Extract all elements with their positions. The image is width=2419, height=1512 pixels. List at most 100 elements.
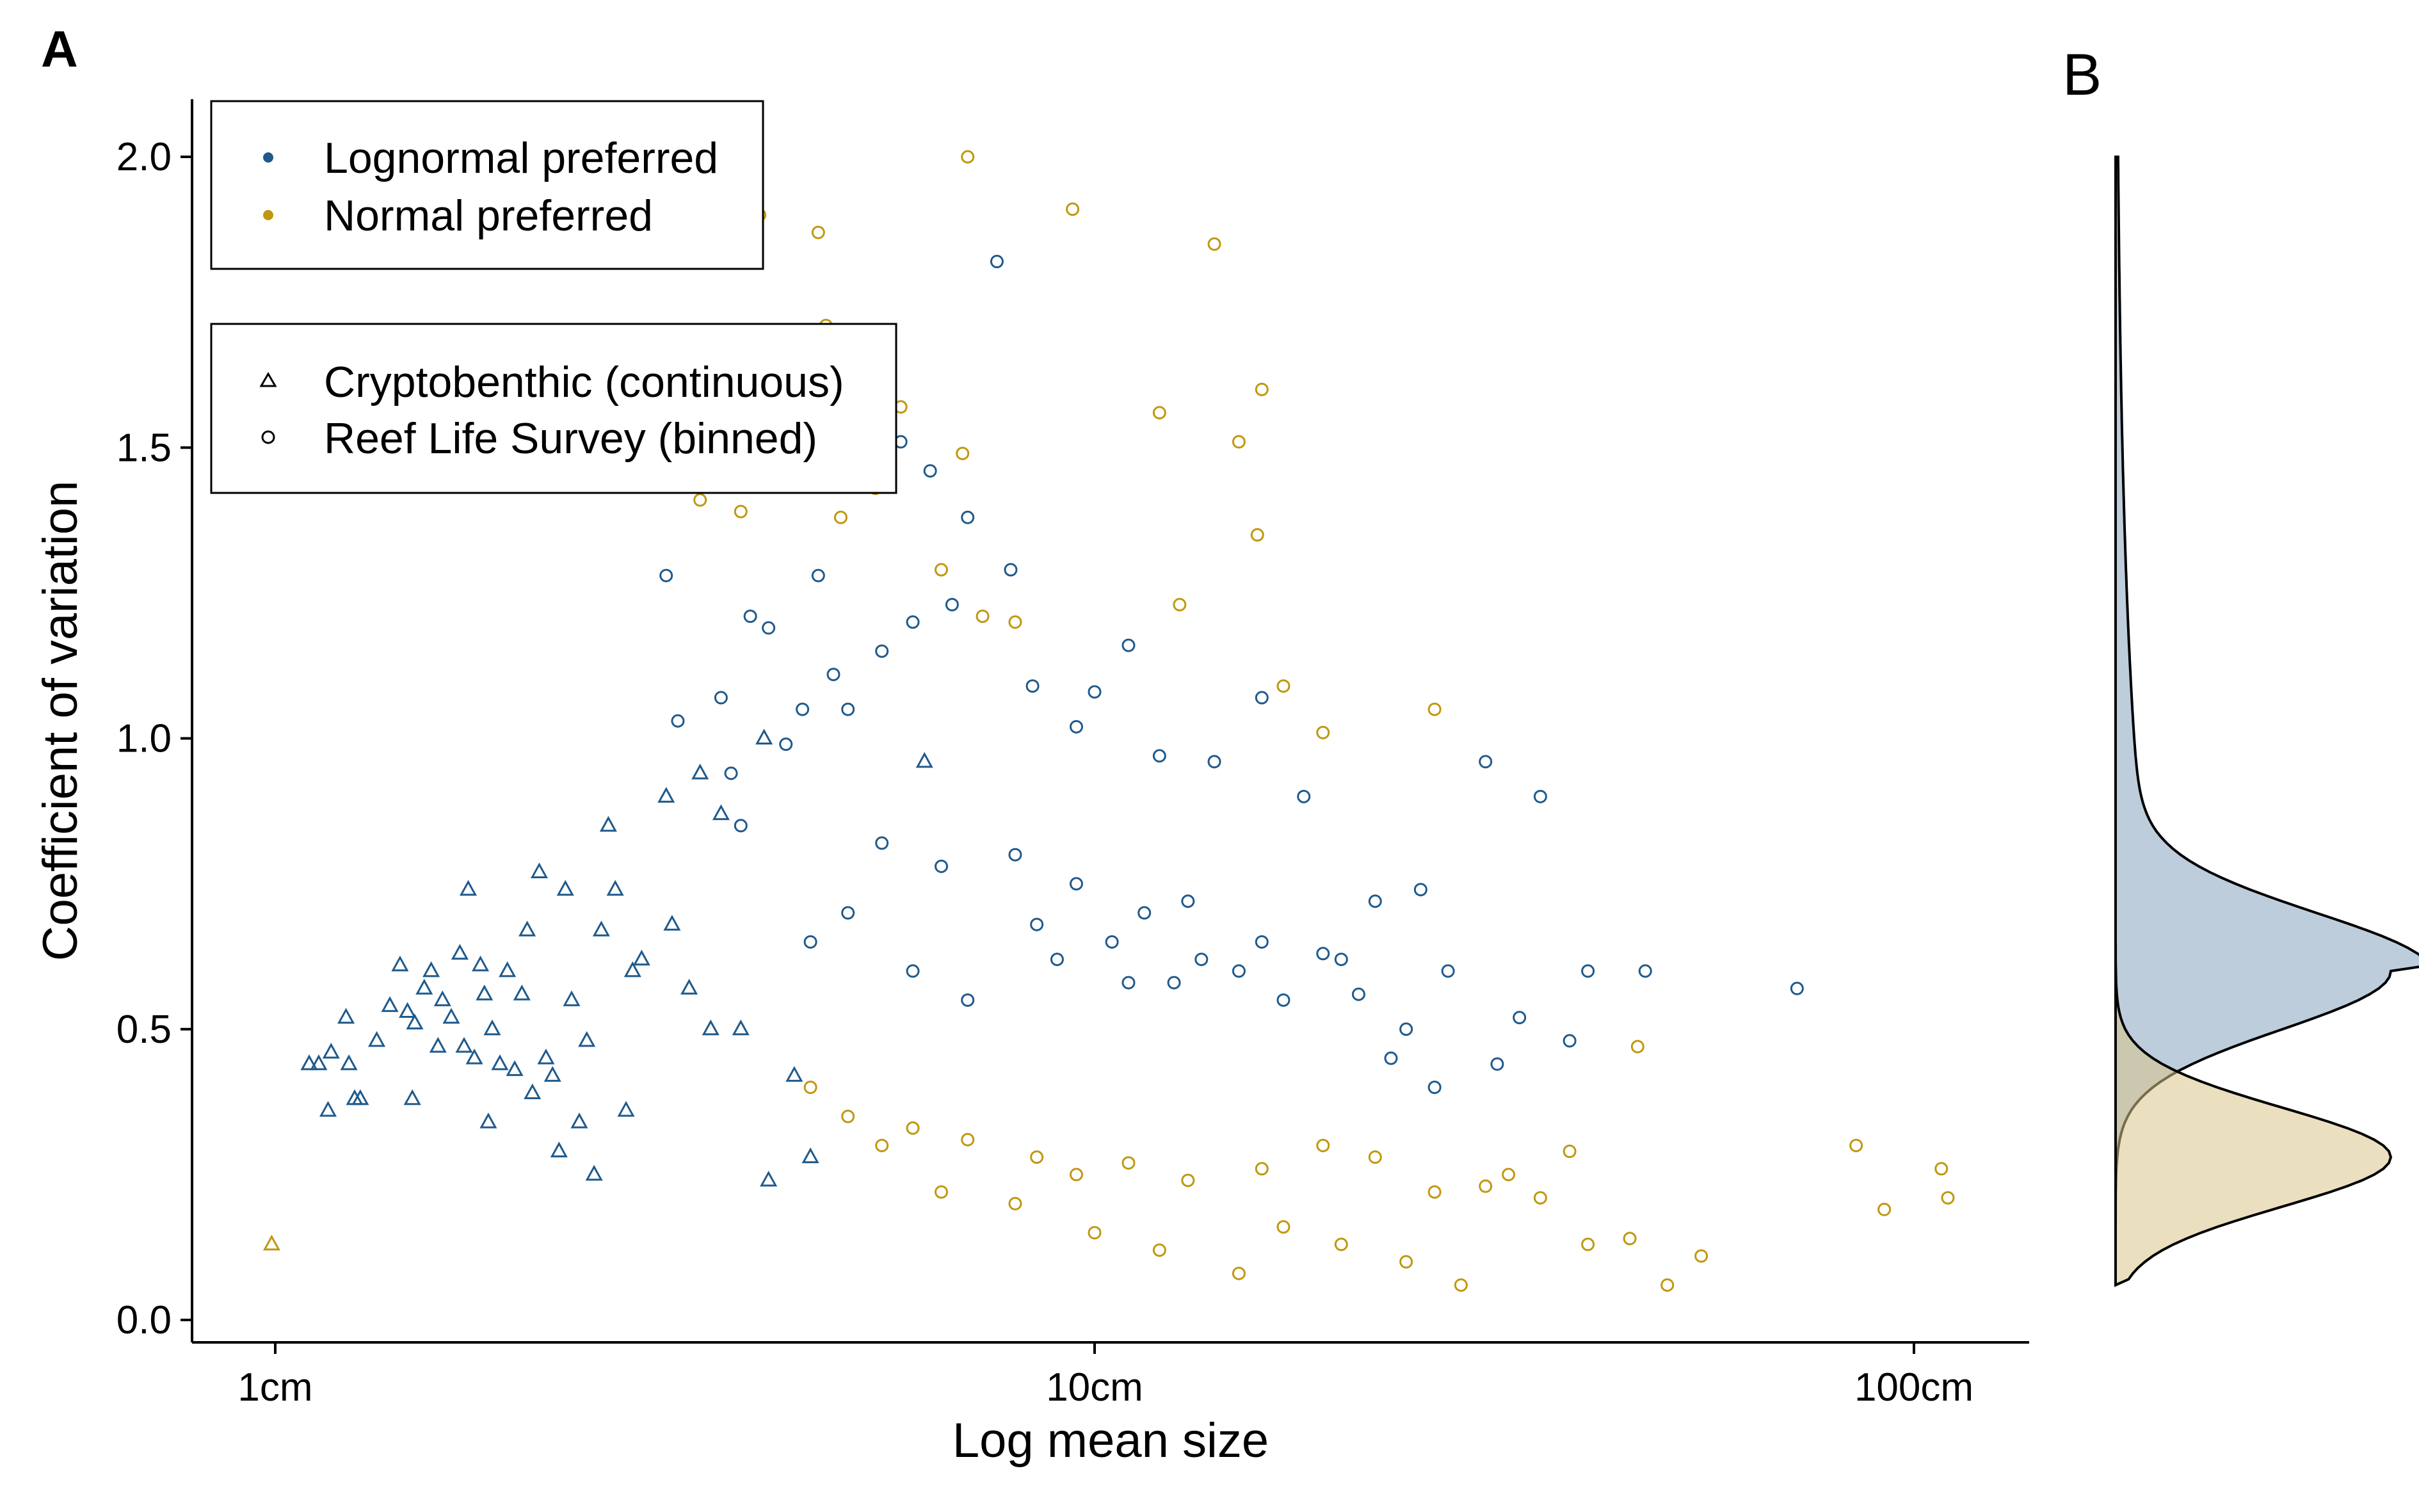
- data-point-circle: [1030, 917, 1044, 931]
- data-point-circle: [1025, 679, 1040, 693]
- data-point-circle: [1255, 935, 1269, 949]
- data-point-triangle: [663, 915, 681, 931]
- data-point-triangle: [300, 1054, 318, 1070]
- x-axis-title: Log mean size: [952, 1413, 1269, 1468]
- data-point-triangle: [483, 1019, 501, 1036]
- data-point-circle: [1513, 1011, 1527, 1025]
- data-point-circle: [906, 1121, 920, 1135]
- data-point-triangle: [617, 1100, 635, 1117]
- data-point-triangle: [578, 1031, 596, 1047]
- data-point-triangle: [403, 1089, 421, 1106]
- data-point-circle: [762, 621, 776, 635]
- data-point-triangle: [262, 1234, 280, 1251]
- data-point-circle: [1030, 1150, 1044, 1164]
- data-point-circle: [1351, 987, 1365, 1001]
- legend-color: Lognormal preferred Normal preferred: [210, 100, 764, 270]
- data-point-triangle: [499, 961, 517, 977]
- data-point-triangle: [506, 1060, 524, 1076]
- data-point-circle: [659, 568, 673, 583]
- legend-lognormal-key: [263, 152, 273, 163]
- data-point-circle: [1276, 679, 1290, 693]
- data-point-triangle: [657, 787, 675, 803]
- legend-circle-key: [261, 430, 275, 444]
- data-point-circle: [1194, 953, 1209, 967]
- data-point-circle: [826, 668, 840, 682]
- data-point-triangle: [391, 955, 409, 972]
- data-point-circle: [1334, 1237, 1348, 1251]
- data-point-circle: [1008, 848, 1022, 862]
- data-point-circle: [1399, 1255, 1413, 1269]
- data-point-circle: [961, 150, 975, 164]
- data-point-triangle: [472, 955, 490, 972]
- data-point-circle: [1368, 894, 1382, 908]
- data-point-triangle: [524, 1083, 542, 1100]
- panel-b-label: B: [2062, 42, 2102, 108]
- y-tick-label: 2.0: [117, 135, 172, 179]
- data-point-triangle: [606, 880, 624, 896]
- data-point-circle: [961, 993, 975, 1007]
- legend-normal-key: [263, 210, 273, 220]
- data-point-triangle: [429, 1036, 447, 1053]
- data-point-circle: [923, 464, 937, 478]
- data-point-triangle: [702, 1019, 719, 1036]
- density-plot: [2114, 156, 2419, 1287]
- data-point-circle: [1581, 964, 1595, 978]
- data-point-circle: [1250, 528, 1264, 542]
- data-point-circle: [1167, 976, 1181, 990]
- data-point-circle: [1152, 749, 1166, 763]
- data-point-triangle: [623, 961, 641, 977]
- y-tick-label: 1.5: [117, 426, 172, 470]
- x-axis-ticks: 1cm 10cm 100cm: [237, 1342, 1973, 1410]
- points-layer: [262, 150, 1955, 1292]
- data-point-circle: [990, 255, 1004, 269]
- data-point-circle: [1316, 725, 1330, 739]
- data-point-triangle: [422, 961, 440, 977]
- data-point-circle: [1479, 1179, 1493, 1193]
- data-point-circle: [1255, 382, 1269, 396]
- data-point-circle: [1316, 947, 1330, 961]
- data-point-circle: [1490, 1057, 1504, 1071]
- data-point-triangle: [465, 1049, 483, 1065]
- data-point-circle: [841, 1109, 855, 1123]
- data-point-circle: [1232, 964, 1246, 978]
- legend-shape-box: [210, 323, 897, 494]
- data-point-circle: [811, 568, 825, 583]
- data-point-triangle: [451, 944, 469, 960]
- data-point-circle: [1384, 1051, 1398, 1065]
- data-point-circle: [1276, 1220, 1290, 1234]
- y-axis-ticks: 0.0 0.5 1.0 1.5 2.0: [117, 135, 192, 1342]
- data-point-circle: [1232, 1266, 1246, 1280]
- data-point-circle: [875, 644, 889, 658]
- data-point-triangle: [680, 979, 698, 995]
- data-point-circle: [841, 702, 855, 716]
- data-point-circle: [1004, 563, 1018, 577]
- data-point-circle: [1105, 935, 1119, 949]
- data-point-triangle: [340, 1054, 358, 1070]
- data-point-triangle: [367, 1031, 386, 1047]
- data-point-circle: [1334, 953, 1348, 967]
- data-point-triangle: [543, 1066, 561, 1082]
- data-point-circle: [803, 935, 817, 949]
- data-point-circle: [1413, 883, 1427, 897]
- density-normal: [2114, 157, 2393, 1287]
- data-point-triangle: [732, 1019, 750, 1036]
- data-point-circle: [1427, 702, 1442, 716]
- data-point-circle: [875, 836, 889, 850]
- data-point-triangle: [915, 752, 933, 768]
- data-point-circle: [1563, 1034, 1577, 1048]
- data-point-circle: [1581, 1237, 1595, 1251]
- data-point-circle: [1008, 1196, 1022, 1210]
- legend-lognormal-label: Lognormal preferred: [324, 134, 718, 182]
- data-point-triangle: [760, 1170, 778, 1187]
- data-point-triangle: [322, 1042, 340, 1059]
- data-point-circle: [671, 714, 685, 728]
- data-point-circle: [1297, 789, 1311, 803]
- data-point-triangle: [513, 985, 531, 1001]
- data-point-triangle: [632, 949, 650, 966]
- data-point-circle: [1050, 953, 1064, 967]
- legend-shape: Cryptobenthic (continuous) Reef Life Sur…: [210, 323, 897, 494]
- data-point-triangle: [550, 1141, 568, 1158]
- data-point-circle: [1137, 906, 1152, 920]
- data-point-circle: [734, 504, 748, 519]
- data-point-circle: [1152, 406, 1166, 420]
